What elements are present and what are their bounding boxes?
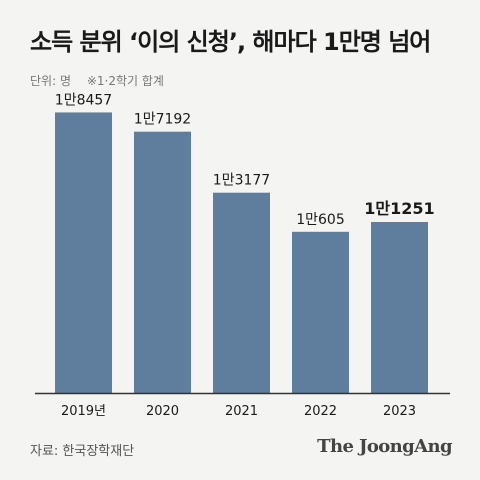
bar-2021 bbox=[213, 192, 270, 393]
bar-2022 bbox=[292, 231, 349, 393]
semester-note: ※1·2학기 합계 bbox=[86, 74, 164, 88]
data-label: 1만605 bbox=[296, 212, 345, 228]
bar-2020 bbox=[134, 131, 191, 394]
chart-title: 소득 분위 ‘이의 신청’, 해마다 1만명 넘어 bbox=[30, 28, 431, 56]
bar-2023 bbox=[371, 221, 428, 393]
data-label: 1만3177 bbox=[213, 173, 270, 189]
data-label: 1만8457 bbox=[55, 92, 112, 108]
x-tick-label: 2020 bbox=[146, 404, 179, 419]
publisher-logo: The JoongAng bbox=[317, 436, 452, 457]
x-tick-label: 2021 bbox=[225, 404, 258, 419]
unit-note: 단위: 명 ※1·2학기 합계 bbox=[30, 72, 164, 89]
x-tick-label: 2022 bbox=[304, 404, 337, 419]
data-label: 1만7192 bbox=[134, 112, 191, 128]
data-label: 1만1251 bbox=[364, 199, 434, 218]
x-tick-label: 2019년 bbox=[61, 404, 106, 419]
source-text: 자료: 한국장학재단 bbox=[30, 444, 135, 459]
x-tick-label: 2023 bbox=[383, 404, 416, 419]
unit-label: 단위: 명 bbox=[30, 74, 71, 88]
bar-2019년 bbox=[55, 112, 112, 393]
